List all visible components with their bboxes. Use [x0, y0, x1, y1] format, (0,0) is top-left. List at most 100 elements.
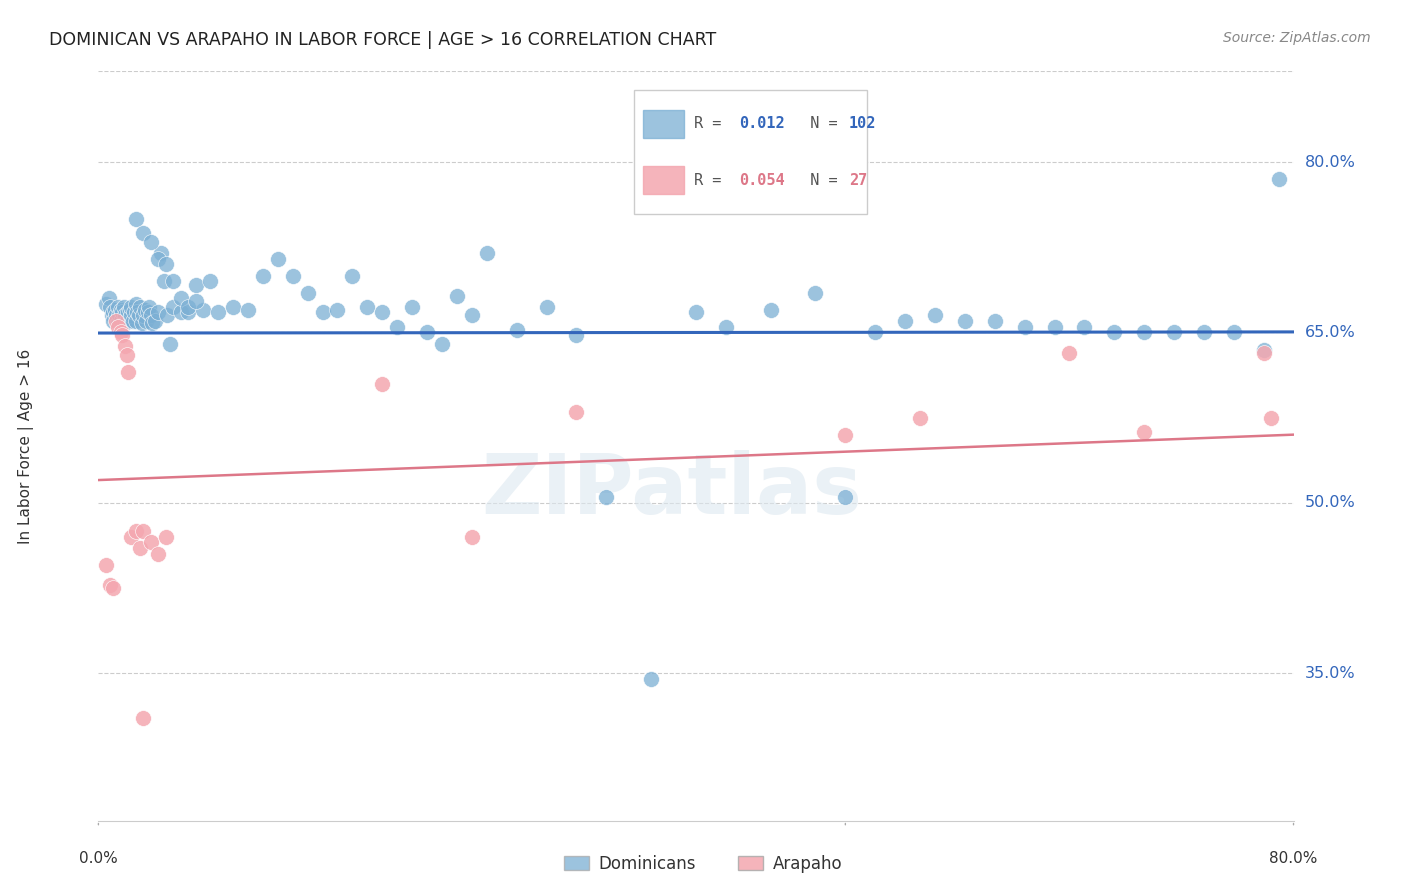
- Text: 35.0%: 35.0%: [1305, 665, 1355, 681]
- Point: [155, 530, 177, 544]
- Point: [267, 252, 290, 266]
- Text: 0.054: 0.054: [740, 172, 785, 187]
- Point: [108, 309, 131, 323]
- Point: [114, 317, 136, 331]
- Point: [114, 339, 136, 353]
- Point: [430, 336, 453, 351]
- Point: [101, 309, 124, 323]
- Point: [125, 297, 148, 311]
- Point: [834, 490, 856, 504]
- FancyBboxPatch shape: [644, 110, 685, 137]
- Point: [475, 246, 498, 260]
- Point: [97, 292, 120, 306]
- Point: [401, 301, 423, 315]
- Point: [184, 293, 207, 308]
- Point: [385, 319, 409, 334]
- Text: 65.0%: 65.0%: [1305, 325, 1355, 340]
- Point: [222, 301, 245, 315]
- Point: [117, 365, 139, 379]
- Point: [110, 314, 132, 328]
- Point: [94, 558, 117, 573]
- Point: [1104, 326, 1126, 340]
- Point: [1133, 326, 1156, 340]
- Text: N =: N =: [792, 116, 846, 131]
- Point: [1133, 425, 1156, 440]
- Point: [162, 301, 184, 315]
- Text: ZIPatlas: ZIPatlas: [482, 450, 862, 532]
- Point: [125, 211, 148, 226]
- Point: [1163, 326, 1185, 340]
- Point: [117, 305, 139, 319]
- Point: [115, 314, 138, 328]
- Point: [953, 314, 976, 328]
- Point: [595, 490, 617, 504]
- Point: [924, 309, 946, 323]
- Point: [1253, 343, 1275, 357]
- Point: [714, 319, 737, 334]
- Point: [98, 301, 122, 315]
- Point: [446, 289, 468, 303]
- Point: [169, 292, 191, 306]
- Text: 0.0%: 0.0%: [79, 851, 118, 866]
- Point: [94, 297, 117, 311]
- Text: 27: 27: [849, 172, 868, 187]
- Point: [191, 302, 214, 317]
- Point: [342, 268, 364, 283]
- FancyBboxPatch shape: [644, 166, 685, 194]
- Point: [252, 268, 274, 283]
- Point: [103, 314, 125, 328]
- Text: 0.012: 0.012: [740, 116, 785, 131]
- Point: [565, 405, 588, 419]
- Point: [371, 305, 394, 319]
- Point: [536, 301, 558, 315]
- Point: [124, 305, 146, 319]
- Point: [148, 547, 170, 561]
- Point: [416, 326, 439, 340]
- Point: [281, 268, 304, 283]
- Legend: Dominicans, Arapaho: Dominicans, Arapaho: [557, 848, 849, 880]
- Point: [177, 301, 200, 315]
- Point: [759, 302, 782, 317]
- Point: [236, 302, 259, 317]
- Point: [107, 319, 129, 334]
- Point: [107, 317, 129, 331]
- Point: [132, 309, 155, 323]
- Point: [112, 301, 135, 315]
- Point: [162, 274, 184, 288]
- Text: 102: 102: [849, 116, 876, 131]
- Point: [107, 301, 129, 315]
- Point: [125, 314, 148, 328]
- Text: Source: ZipAtlas.com: Source: ZipAtlas.com: [1223, 31, 1371, 45]
- Point: [131, 317, 153, 331]
- Text: DOMINICAN VS ARAPAHO IN LABOR FORCE | AGE > 16 CORRELATION CHART: DOMINICAN VS ARAPAHO IN LABOR FORCE | AG…: [49, 31, 717, 49]
- Point: [1253, 346, 1275, 360]
- Point: [125, 524, 148, 538]
- Point: [1043, 319, 1066, 334]
- Point: [134, 302, 156, 317]
- Point: [1260, 410, 1282, 425]
- Point: [105, 309, 128, 323]
- Text: 50.0%: 50.0%: [1305, 495, 1355, 510]
- Point: [115, 348, 138, 362]
- Point: [865, 326, 887, 340]
- FancyBboxPatch shape: [634, 90, 868, 214]
- Point: [110, 326, 132, 340]
- Point: [138, 301, 160, 315]
- Point: [326, 302, 349, 317]
- Point: [129, 301, 152, 315]
- Text: 80.0%: 80.0%: [1305, 154, 1355, 169]
- Point: [984, 314, 1007, 328]
- Point: [356, 301, 378, 315]
- Point: [297, 285, 319, 300]
- Point: [118, 302, 141, 317]
- Point: [685, 305, 707, 319]
- Point: [506, 323, 529, 337]
- Point: [565, 327, 588, 342]
- Text: 80.0%: 80.0%: [1270, 851, 1317, 866]
- Point: [103, 305, 125, 319]
- Point: [139, 535, 162, 549]
- Point: [139, 309, 162, 323]
- Point: [98, 577, 122, 591]
- Point: [311, 305, 333, 319]
- Point: [132, 524, 155, 538]
